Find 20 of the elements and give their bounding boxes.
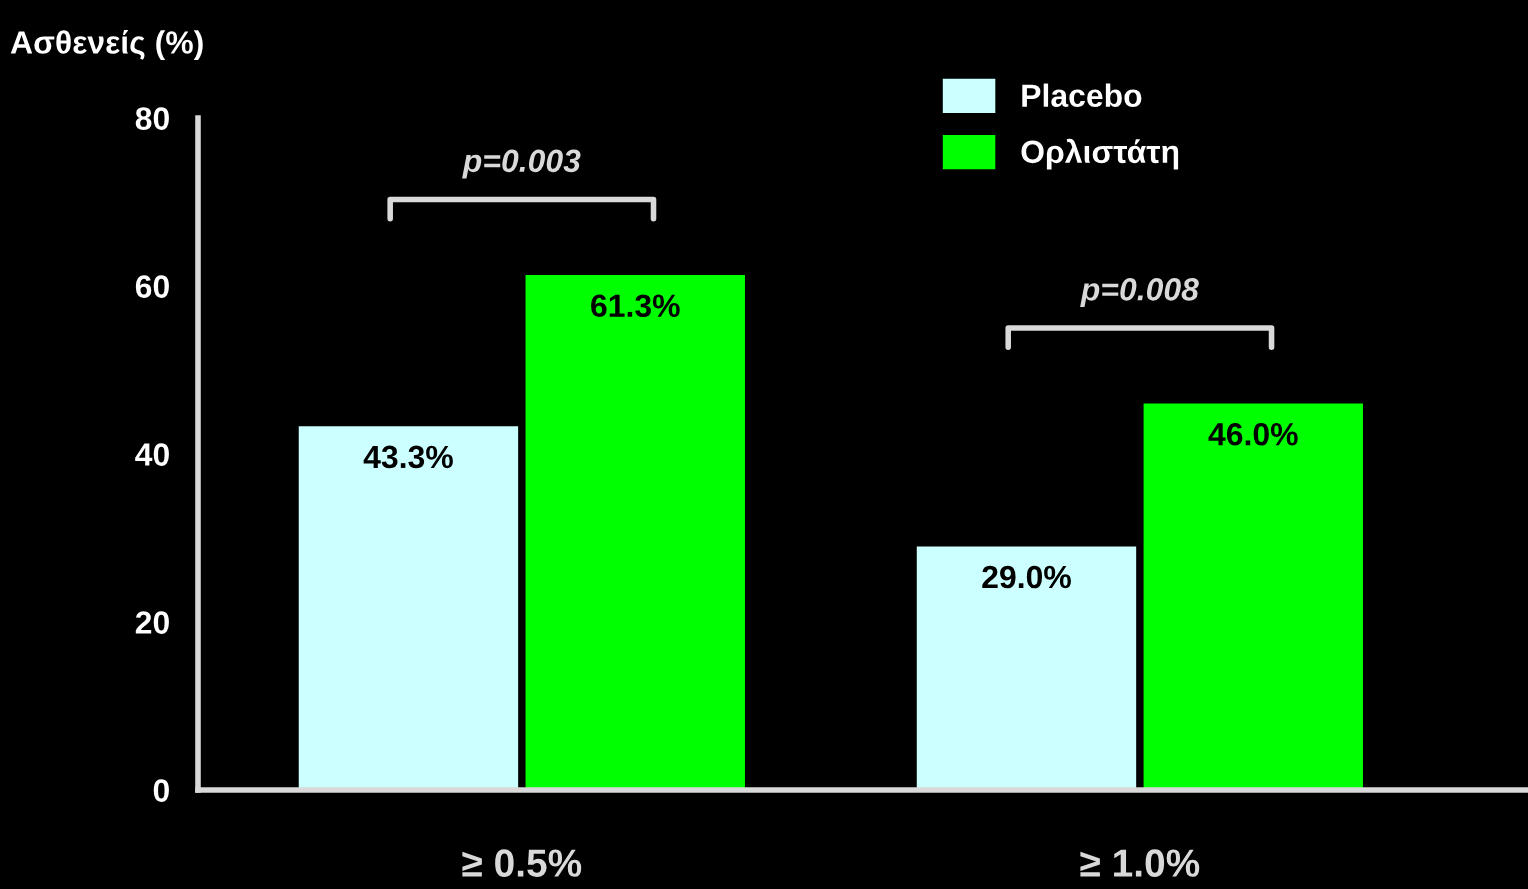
y-tick-label: 80 [135, 107, 169, 130]
legend-label: Ορλιστάτη [1021, 138, 1179, 170]
x-tick-label: ≥ 1.0% [1080, 849, 1200, 877]
y-tick-label: 20 [135, 611, 169, 634]
annotation: p=0.003 [462, 149, 581, 179]
y-tick-label: 40 [135, 443, 169, 466]
y-tick-label: 60 [135, 275, 169, 298]
x-tick-label: ≥ 0.5% [462, 849, 582, 877]
data-label: 61.3% [591, 294, 680, 318]
y-axis-title: Ασθενείς (%) [10, 29, 203, 61]
annotation: p=0.008 [1080, 278, 1199, 307]
data-label: 43.3% [363, 445, 453, 469]
bar [525, 275, 745, 790]
y-tick-label: 0 [153, 779, 169, 802]
data-label: 29.0% [982, 565, 1071, 589]
bar [1143, 403, 1363, 790]
legend-label: Placebo [1022, 83, 1142, 108]
bar [916, 546, 1137, 790]
bar [298, 426, 519, 790]
data-label: 46.0% [1208, 422, 1298, 446]
